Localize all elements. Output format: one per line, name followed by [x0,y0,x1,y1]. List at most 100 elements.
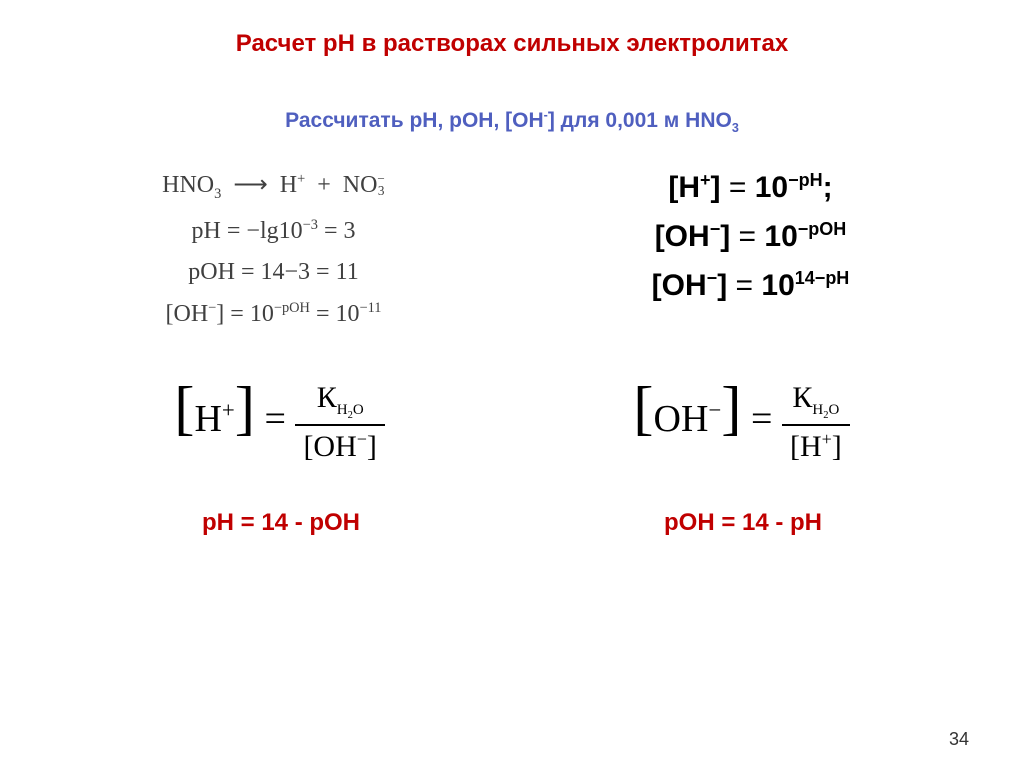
rds: + [822,429,832,449]
dl: [OH [303,430,356,463]
oh1-r: ] [720,220,730,253]
oh-lhs-l: [OH [166,301,209,327]
s3: O [353,402,364,418]
oh-exp2: −11 [360,300,382,316]
bottom-right: pOH = 14 - pH [664,509,822,537]
poh-eq: pOH = 14−3 = 11 [50,259,497,286]
left-column: HNO3 ⟶ H+ + NO−3 pH = −lg10−3 = 3 pOH = … [50,170,497,342]
rb: ] [235,375,255,442]
content-area: HNO3 ⟶ H+ + NO−3 pH = −lg10−3 = 3 pOH = … [50,170,974,342]
oh-lhs-r: ] [216,301,224,327]
oh2-eq: = [736,269,754,302]
mf-r-eq: = [751,398,772,440]
oh2-r: ] [717,269,727,302]
mf-l-frac: КH2O [OH−] [295,381,384,464]
oh2-l: [OH [652,269,707,302]
oh-frac-formula: [OH−] = КH2O [H+] [633,377,850,464]
mf-l-num: КH2O [295,381,384,426]
mf-r-num: КH2O [782,381,850,426]
oh1-base: 10 [764,220,797,253]
dissociation-eq: HNO3 ⟶ H+ + NO−3 [50,170,497,203]
s1: H [337,402,348,418]
oh1-eq: = [739,220,757,253]
mf-l-lhs: H [194,398,221,440]
ph-lhs: pH [192,218,221,244]
mf-l-sup: + [222,397,235,422]
plus: + [317,172,331,198]
poh-val: 11 [336,259,359,285]
arrow-icon: ⟶ [233,172,267,198]
oh-eq2: = [316,301,330,327]
rdl: [H [790,430,822,463]
ph-eq: pH = −lg10−3 = 3 [50,217,497,245]
rb2: ] [721,375,741,442]
bottom-row: pH = 14 - pOH pOH = 14 - pH [50,509,974,537]
oh2-sup: − [707,268,718,288]
h-semi: ; [823,171,833,204]
oh2-base: 10 [761,269,794,302]
lb2: [ [633,375,653,442]
h-base: 10 [755,171,788,204]
mf-r-k: К [792,381,812,414]
subtitle-suffix: ] для 0,001 м HNO [548,109,732,132]
ph-neg: − [246,218,260,244]
h-r: ] [711,171,721,204]
reactant: HNO [162,172,214,198]
product1-sup: + [297,171,305,187]
product2-supsub: −3 [377,173,384,197]
lb: [ [174,375,194,442]
h-frac-formula: [H+] = КH2O [OH−] [174,377,385,464]
oh1-sup: − [710,219,721,239]
product1: H [280,172,297,198]
page-number: 34 [949,729,969,750]
ph-fn: lg [260,218,279,244]
mf-l-den: [OH−] [295,426,384,464]
ph-val: 3 [343,218,355,244]
oh1-l: [OH [655,220,710,253]
mf-r-frac: КH2O [H+] [782,381,850,464]
oh2-exp: 14−pH [795,268,850,288]
h-l: [H [668,171,700,204]
mf-l-ksub: H2O [337,402,364,418]
h-sup: + [700,170,711,190]
reactant-sub: 3 [214,186,221,202]
ph-exp: −3 [303,217,318,233]
h-exp: −pH [788,170,823,190]
mf-r-den: [H+] [782,426,850,464]
subtitle: Рассчитать рН, рОН, [OH-] для 0,001 м HN… [50,108,974,135]
mf-r-ksub: H2O [812,402,839,418]
ph-eq-sign: = [227,218,241,244]
h-formula: [H+] = 10−pH; [527,170,974,205]
oh-exp1: −pOH [274,300,310,316]
oh-eq: [OH−] = 10−pOH = 10−11 [50,300,497,328]
ph-eq2: = [324,218,338,244]
poh-a: 14 [261,259,285,285]
bottom-left: pH = 14 - pOH [202,509,360,537]
product2: NO [343,172,378,198]
mid-formulas: [H+] = КH2O [OH−] [OH−] = КH2O [H+] [50,377,974,464]
page-title: Расчет рН в растворах сильных электролит… [50,30,974,58]
oh2-formula: [OH−] = 1014−pH [527,268,974,303]
oh-base: 10 [250,301,274,327]
ph-base: 10 [279,218,303,244]
rdr: ] [832,430,842,463]
mf-l-eq: = [265,398,286,440]
oh-eq-sign: = [230,301,244,327]
poh-b: 3 [298,259,310,285]
dr: ] [367,430,377,463]
oh1-formula: [OH−] = 10−pOH [527,219,974,254]
poh-eq2: = [316,259,330,285]
rs3: O [829,402,840,418]
oh1-exp: −pOH [798,219,847,239]
poh-minus: − [285,259,299,285]
title-text: Расчет рН в растворах сильных электролит… [236,30,788,57]
subtitle-sub: 3 [732,121,739,135]
mf-l-k: К [317,381,337,414]
poh-eq-sign: = [241,259,255,285]
mf-r-sup: − [708,397,721,422]
mf-r-lhs: OH [654,398,709,440]
h-eq: = [729,171,747,204]
p2-sub: 3 [377,185,384,197]
poh-lhs: pOH [188,259,235,285]
subtitle-prefix: Рассчитать рН, рОН, [OH [285,109,543,132]
